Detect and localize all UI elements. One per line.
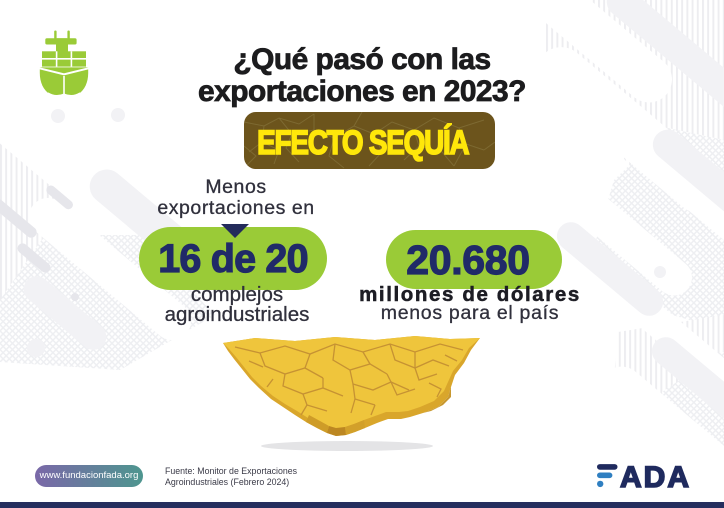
svg-text:ADA: ADA <box>620 461 691 491</box>
